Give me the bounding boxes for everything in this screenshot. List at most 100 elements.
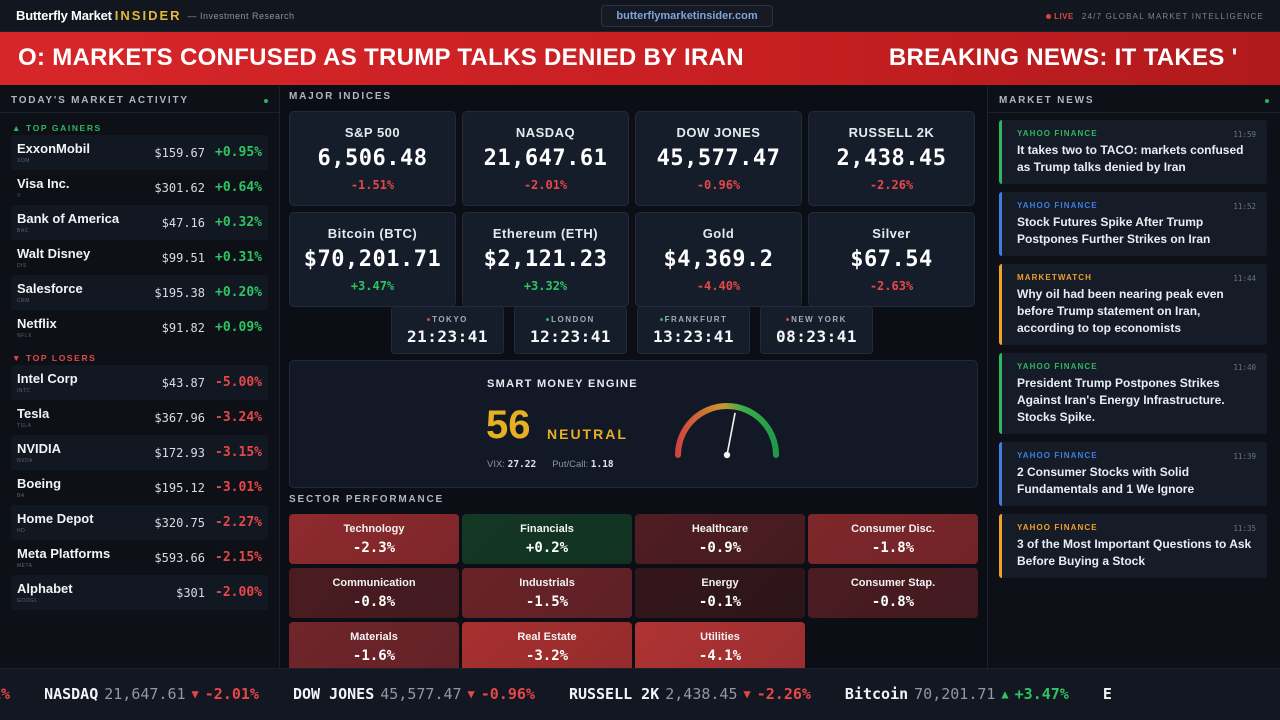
stock-row[interactable]: NVIDIA NVDA $172.93 -3.15% [11,435,268,470]
ticker-item[interactable]: RUSSELL 2K 2,438.45 ▼ -2.26% [569,685,811,703]
news-card[interactable]: YAHOO FINANCE 11:39 2 Consumer Stocks with… [999,442,1267,506]
news-card[interactable]: YAHOO FINANCE 11:59 It takes two to TACO: … [999,120,1267,184]
live-label: LIVE [1054,11,1074,21]
sector-tile[interactable]: Technology -2.3% [289,514,459,564]
stock-row[interactable]: Walt Disney DIS $99.51 +0.31% [11,240,268,275]
banner-segment: BREAKING NEWS: IT TAKES ' [888,44,1238,71]
stock-row[interactable]: Salesforce CRM $195.38 +0.20% [11,275,268,310]
site-url-link[interactable]: butterflymarketinsider.com [601,5,773,27]
vix-value: 27.22 [507,459,537,470]
sector-name: Industrials [519,576,575,589]
stock-info: NVIDIA NVDA [17,440,62,464]
index-value: $67.54 [850,247,933,272]
stock-row[interactable]: Visa Inc. V $301.62 +0.64% [11,170,268,205]
news-card[interactable]: MARKETWATCH 11:44 Why oil had been nearing… [999,264,1267,345]
index-card[interactable]: RUSSELL 2K 2,438.45 -2.26% [808,111,975,206]
stock-row[interactable]: Bank of America BAC $47.16 +0.32% [11,205,268,240]
news-time: 11:59 [1233,130,1256,139]
stock-row[interactable]: Boeing BA $195.12 -3.01% [11,470,268,505]
sector-tile[interactable]: Communication -0.8% [289,568,459,618]
smart-money-engine: SMART MONEY ENGINE 56 NEUTRAL VIX: 27.22… [289,360,978,488]
brand-logo[interactable]: Butterfly Market INSIDER [16,8,182,23]
sector-name: Real Estate [517,630,577,643]
index-card[interactable]: Silver $67.54 -2.63% [808,212,975,307]
sector-name: Healthcare [691,522,749,535]
ticker-change: -0.96% [480,685,535,703]
stock-values: $91.82 +0.09% [162,320,262,335]
sector-tile[interactable]: Industrials -1.5% [462,568,632,618]
news-source: YAHOO FINANCE [1017,362,1098,371]
stock-info: Meta Platforms META [17,546,110,569]
clock-city: LONDON [546,315,595,324]
stock-values: $593.66 -2.15% [154,550,262,565]
stock-name: NVIDIA [17,440,62,456]
sector-name: Technology [343,522,405,535]
breaking-news-banner[interactable]: O: MARKETS CONFUSED AS TRUMP TALKS DENIE… [0,32,1280,85]
panel-header: TODAY'S MARKET ACTIVITY [0,86,279,113]
top-losers-label: ▼ TOP LOSERS [12,353,97,363]
stock-ticker: V [17,192,21,199]
panel-title: MARKET NEWS [999,95,1095,106]
panel-title: TODAY'S MARKET ACTIVITY [11,95,189,106]
market-clock: FRANKFURT 13:23:41 [637,306,750,354]
stock-row[interactable]: Meta Platforms META $593.66 -2.15% [11,540,268,575]
stock-ticker: META [17,562,33,569]
stock-row[interactable]: Netflix NFLX $91.82 +0.09% [11,310,268,345]
ticker-item[interactable]: 1% [0,685,10,703]
ticker-change: +3.47% [1014,685,1069,703]
index-card[interactable]: Ethereum (ETH) $2,121.23 +3.32% [462,212,629,307]
sector-tile[interactable]: Healthcare -0.9% [635,514,805,564]
sector-tile[interactable]: Real Estate -3.2% [462,622,632,672]
news-list: YAHOO FINANCE 11:59 It takes two to TACO: … [988,113,1280,578]
stock-info: ExxonMobil XOM [17,141,90,164]
stock-row[interactable]: Alphabet GOOGL $301 -2.00% [11,575,268,610]
news-source: MARKETWATCH [1017,273,1093,282]
ticker-item[interactable]: NASDAQ 21,647.61 ▼ -2.01% [44,685,259,703]
stock-name: Walt Disney [17,245,91,261]
news-card[interactable]: YAHOO FINANCE 11:40 President Trump Postpo… [999,353,1267,434]
stock-ticker: XOM [17,157,30,164]
stock-ticker: INTC [17,387,31,394]
index-card[interactable]: S&P 500 6,506.48 -1.51% [289,111,456,206]
ticker-item[interactable]: DOW JONES 45,577.47 ▼ -0.96% [293,685,535,703]
ticker-value: 21,647.61 [104,685,186,703]
stock-name: Bank of America [17,210,120,226]
news-card[interactable]: YAHOO FINANCE 11:52 Stock Futures Spike Af… [999,192,1267,256]
sentiment-gauge [675,403,779,459]
smart-money-metrics: VIX: 27.22 Put/Call: 1.18 [487,459,614,470]
sector-tile[interactable]: Materials -1.6% [289,622,459,672]
news-card[interactable]: YAHOO FINANCE 11:35 3 of the Most Importan… [999,514,1267,578]
smart-money-sentiment: NEUTRAL [547,426,628,442]
index-card[interactable]: Gold $4,369.2 -4.40% [635,212,802,307]
index-card[interactable]: DOW JONES 45,577.47 -0.96% [635,111,802,206]
sector-tile[interactable]: Consumer Stap. -0.8% [808,568,978,618]
stock-values: $301 -2.00% [176,585,262,600]
stock-price: $367.96 [154,410,205,425]
ticker-item[interactable]: Bitcoin 70,201.71 ▲ +3.47% [845,685,1069,703]
ticker-value: 45,577.47 [380,685,462,703]
banner-segment: O: MARKETS CONFUSED AS TRUMP TALKS DENIE… [18,44,744,71]
sector-tile[interactable]: Consumer Disc. -1.8% [808,514,978,564]
brand-main: Butterfly Market [16,8,112,23]
stock-row[interactable]: Home Depot HD $320.75 -2.27% [11,505,268,540]
news-headline: It takes two to TACO: markets confused a… [1017,143,1244,174]
index-value: 45,577.47 [656,146,781,171]
sector-tile[interactable]: Financials +0.2% [462,514,632,564]
index-change: -4.40% [696,279,741,293]
index-change: +3.47% [350,279,395,293]
sector-tile[interactable]: Energy -0.1% [635,568,805,618]
brand-subtitle: — Investment Research [187,10,295,21]
index-card[interactable]: NASDAQ 21,647.61 -2.01% [462,111,629,206]
stock-row[interactable]: Intel Corp INTC $43.87 -5.00% [11,365,268,400]
index-change: -2.63% [869,279,914,293]
sector-change: +0.2% [525,539,569,556]
ticker-item[interactable]: E [1103,685,1112,703]
index-card[interactable]: Bitcoin (BTC) $70,201.71 +3.47% [289,212,456,307]
index-change: -1.51% [350,178,395,192]
stock-row[interactable]: Tesla TSLA $367.96 -3.24% [11,400,268,435]
sector-tile[interactable]: Utilities -4.1% [635,622,805,672]
clock-city-name: FRANKFURT [664,314,728,324]
stock-price: $320.75 [154,515,205,530]
stock-row[interactable]: ExxonMobil XOM $159.67 +0.95% [11,135,268,170]
index-name: S&P 500 [344,125,401,140]
